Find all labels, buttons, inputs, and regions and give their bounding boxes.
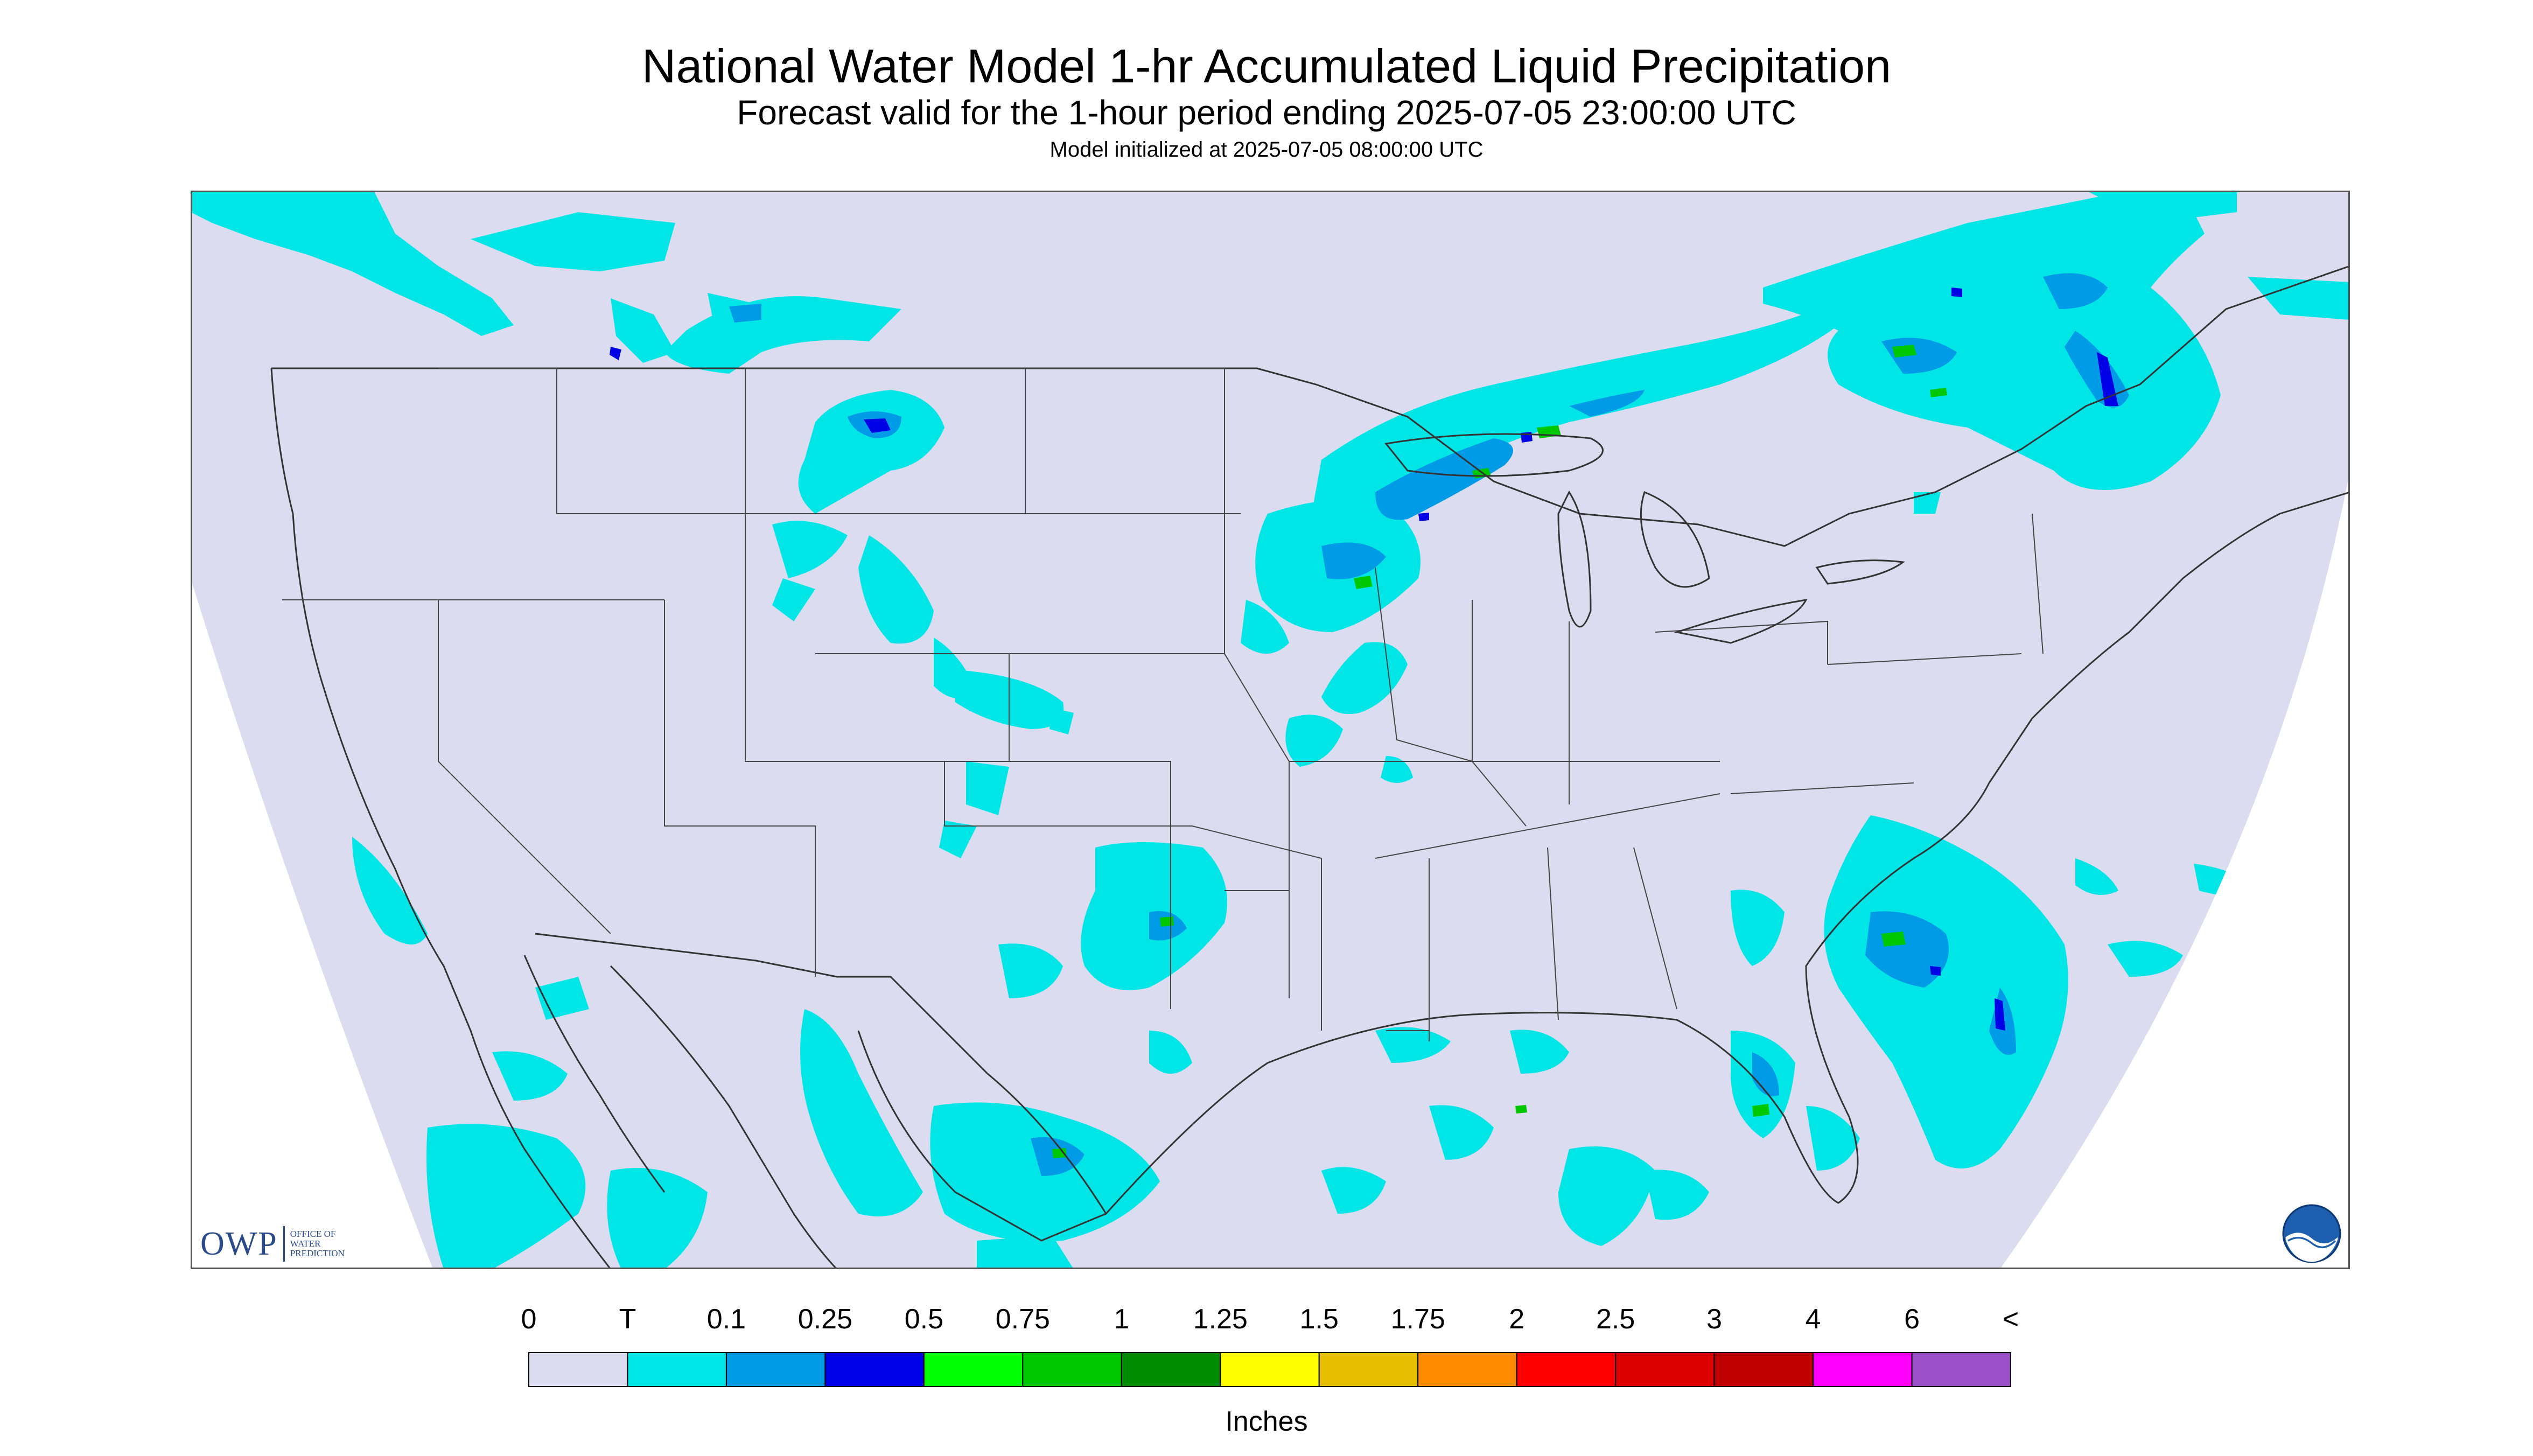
- baja-peninsula: [523, 955, 666, 1193]
- west-coast: [270, 368, 612, 1269]
- legend-swatch: [1121, 1352, 1221, 1387]
- legend-tick-label: 0.5: [904, 1304, 944, 1335]
- boundary-lines: [270, 265, 2350, 1269]
- forecast-valid-subtitle: Forecast valid for the 1-hour period end…: [737, 93, 1796, 132]
- owp-logo: OWP OFFICE OF WATER PREDICTION: [200, 1222, 345, 1265]
- precip-quebec-green: [1892, 345, 1947, 397]
- model-init-text: Model initialized at 2025-07-05 08:00:00…: [1049, 138, 1484, 162]
- lake-huron: [1640, 491, 1710, 588]
- gulf-coast: [857, 491, 2350, 1242]
- state-lines: [282, 368, 2044, 1041]
- precipitation-layer: [191, 191, 2350, 1269]
- precip-area-southeast: [1645, 815, 2118, 1220]
- legend-tick-label: 2.5: [1596, 1304, 1635, 1335]
- us-canada-border: [271, 265, 2350, 547]
- legend-swatch: [1417, 1352, 1517, 1387]
- precipitation-map: [191, 191, 2350, 1269]
- legend-tick-label: T: [619, 1304, 636, 1335]
- legend-swatch: [1911, 1352, 2012, 1387]
- legend-swatch: [1813, 1352, 1913, 1387]
- legend-tick-label: 6: [1904, 1304, 1920, 1335]
- legend-tick-label: 0.1: [706, 1304, 746, 1335]
- great-lakes: [1384, 433, 1905, 644]
- us-mexico-border: [535, 933, 1107, 1214]
- legend-tick-label: 2: [1509, 1304, 1525, 1335]
- legend-tick-label: 4: [1805, 1304, 1821, 1335]
- owp-logo-text: OWP: [200, 1225, 278, 1262]
- legend-swatch: [627, 1352, 727, 1387]
- lake-ontario: [1815, 559, 1905, 585]
- owp-logo-divider: [283, 1226, 285, 1262]
- legend-swatch: [1022, 1352, 1122, 1387]
- legend-swatch: [1713, 1352, 1814, 1387]
- lake-superior: [1384, 433, 1604, 477]
- precip-great-lakes-core: [1321, 390, 1645, 579]
- legend-swatch: [528, 1352, 628, 1387]
- precip-area-montana: [664, 296, 1074, 858]
- precip-area-quebec: [1763, 191, 2350, 514]
- legend-swatch: [824, 1352, 925, 1387]
- legend-swatch: [725, 1352, 826, 1387]
- legend-tick-label: 1.75: [1390, 1304, 1445, 1335]
- lake-erie: [1674, 599, 1808, 644]
- legend-tick-label: 3: [1706, 1304, 1723, 1335]
- legend-swatch: [1615, 1352, 1715, 1387]
- legend-swatch: [1220, 1352, 1320, 1387]
- chart-title: National Water Model 1-hr Accumulated Li…: [641, 39, 1892, 93]
- precip-southeast-heavy: [1752, 932, 1906, 1117]
- legend-swatch: [1516, 1352, 1617, 1387]
- legend-tick-label: 0.75: [995, 1304, 1050, 1335]
- precip-southeast-blue: [1930, 966, 2005, 1031]
- legend-swatch: [923, 1352, 1024, 1387]
- map-frame: [191, 191, 2350, 1269]
- legend-units-label: Inches: [1225, 1406, 1308, 1437]
- legend-tick-label: 1.25: [1193, 1304, 1248, 1335]
- legend-tick-label: 0.25: [797, 1304, 852, 1335]
- lake-michigan: [1557, 491, 1592, 628]
- legend-tick-label: 1: [1114, 1304, 1130, 1335]
- precip-quebec-heavy: [1951, 288, 2118, 406]
- legend-tick-label: 0: [521, 1304, 537, 1335]
- precip-montana-heavy: [610, 347, 891, 433]
- legend-tick-label: 1.5: [1299, 1304, 1339, 1335]
- legend-tick-label: <: [2002, 1304, 2019, 1335]
- mexico-west-coast: [610, 965, 838, 1269]
- noaa-logo-icon: [2282, 1204, 2341, 1263]
- owp-logo-subtitle: OFFICE OF WATER PREDICTION: [290, 1229, 345, 1258]
- precip-area-pacific: [352, 837, 2258, 1269]
- legend-swatch: [1318, 1352, 1419, 1387]
